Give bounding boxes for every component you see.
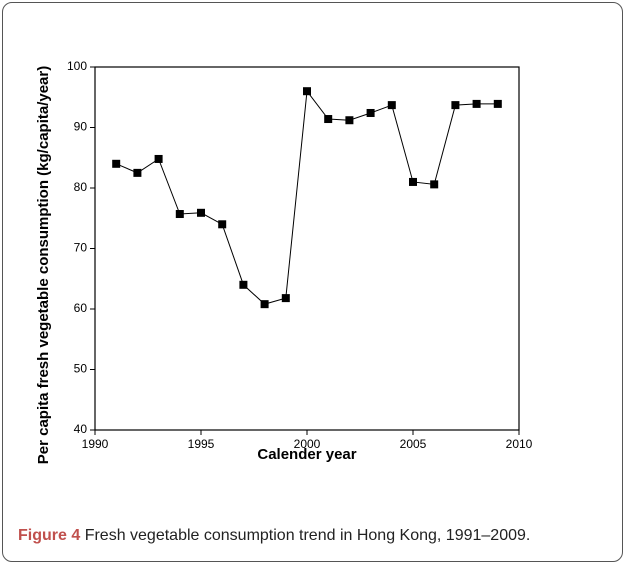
x-tick-label: 2005 xyxy=(400,437,427,451)
marker xyxy=(409,177,417,186)
y-tick-label: 100 xyxy=(67,59,87,73)
marker xyxy=(175,210,184,219)
marker xyxy=(218,220,227,229)
marker xyxy=(112,159,121,168)
y-tick-label: 60 xyxy=(74,301,88,315)
line xyxy=(116,89,498,305)
y-tick-label: 40 xyxy=(74,422,88,436)
marker xyxy=(260,300,269,309)
caption-label: Figure 4 xyxy=(18,527,81,544)
marker xyxy=(387,101,396,110)
caption: Figure 4 Fresh vegetable consumption tre… xyxy=(18,525,608,547)
marker xyxy=(197,208,205,217)
marker xyxy=(239,280,248,289)
x-axis-title: Calender year xyxy=(257,446,356,463)
marker xyxy=(281,294,290,303)
marker xyxy=(345,116,354,125)
marker xyxy=(133,168,142,177)
y-tick-label: 70 xyxy=(74,241,88,255)
marker xyxy=(430,180,439,189)
x-tick-label: 2010 xyxy=(506,437,533,451)
x-tick-label: 2000 xyxy=(294,437,321,451)
y-tick-label: 80 xyxy=(74,180,88,194)
marker xyxy=(154,154,163,163)
marker xyxy=(493,99,502,108)
caption-text: Fresh vegetable consumption trend in Hon… xyxy=(84,527,531,544)
figure-frame xyxy=(2,2,623,562)
y-tick-label: 50 xyxy=(74,362,88,376)
x-tick-label: 1990 xyxy=(82,437,109,451)
plot-frame xyxy=(94,66,520,431)
marker xyxy=(472,99,481,108)
x-tick-label: 1995 xyxy=(188,437,215,451)
marker xyxy=(451,101,460,110)
y-axis-title: Per capita fresh vegetable consumption (… xyxy=(35,66,52,464)
marker xyxy=(324,115,333,124)
y-tick-label: 90 xyxy=(74,120,88,134)
chart: Calender year Per capita fresh vegetable… xyxy=(35,59,533,464)
marker xyxy=(303,87,311,96)
marker xyxy=(366,108,375,117)
